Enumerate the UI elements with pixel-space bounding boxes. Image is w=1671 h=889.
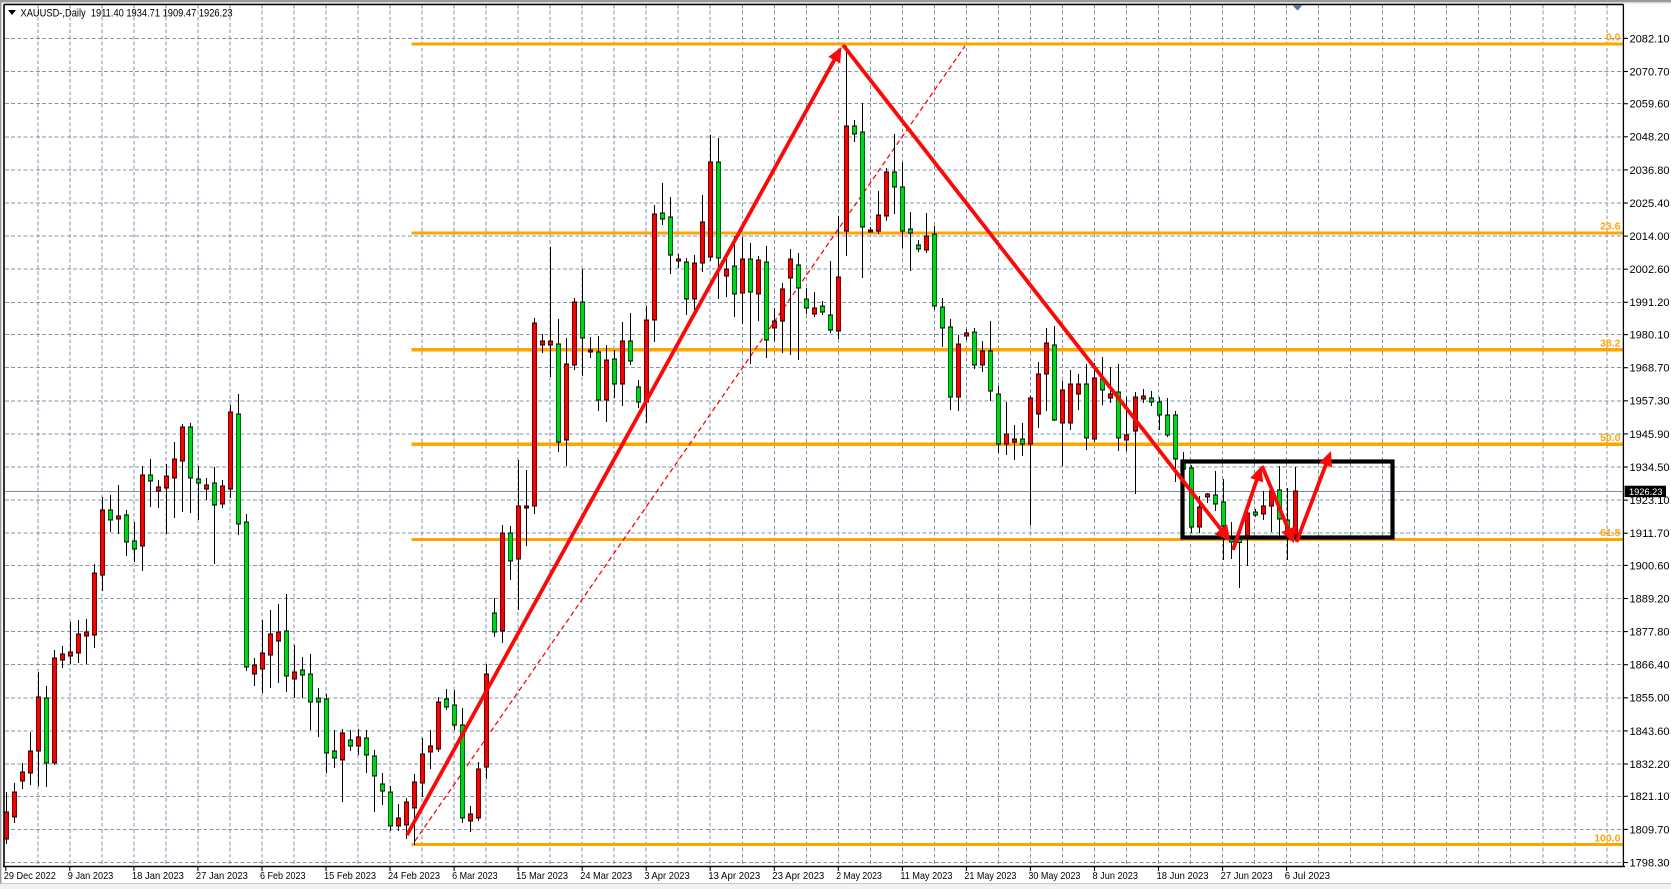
svg-text:XAUUSD-,Daily 1911.40 1934.71: XAUUSD-,Daily 1911.40 1934.71 1909.47 19… — [21, 8, 233, 20]
svg-text:23 Apr 2023: 23 Apr 2023 — [772, 870, 824, 882]
svg-text:3 Apr 2023: 3 Apr 2023 — [644, 870, 690, 882]
svg-text:38.2: 38.2 — [1600, 338, 1621, 350]
svg-text:1866.40: 1866.40 — [1630, 660, 1670, 672]
svg-text:2082.10: 2082.10 — [1630, 33, 1670, 45]
svg-text:6 Mar 2023: 6 Mar 2023 — [452, 870, 498, 882]
svg-text:2 May 2023: 2 May 2023 — [836, 870, 882, 882]
svg-text:27 Jan 2023: 27 Jan 2023 — [196, 870, 248, 882]
svg-text:2025.40: 2025.40 — [1630, 198, 1670, 210]
svg-text:1843.60: 1843.60 — [1630, 726, 1670, 738]
svg-text:1934.50: 1934.50 — [1630, 462, 1670, 474]
svg-text:1968.70: 1968.70 — [1630, 363, 1670, 375]
svg-text:1957.30: 1957.30 — [1630, 396, 1670, 408]
svg-text:50.0: 50.0 — [1600, 432, 1621, 444]
svg-text:2048.20: 2048.20 — [1630, 132, 1670, 144]
svg-text:15 Mar 2023: 15 Mar 2023 — [516, 870, 568, 882]
svg-text:15 Feb 2023: 15 Feb 2023 — [324, 870, 376, 882]
svg-text:6 Jul 2023: 6 Jul 2023 — [1285, 870, 1331, 882]
svg-text:2036.80: 2036.80 — [1630, 165, 1670, 177]
svg-text:1798.30: 1798.30 — [1630, 857, 1670, 869]
svg-text:2070.70: 2070.70 — [1630, 66, 1670, 78]
svg-text:27 Jun 2023: 27 Jun 2023 — [1221, 870, 1273, 882]
svg-text:0.0: 0.0 — [1606, 32, 1621, 44]
svg-text:1991.20: 1991.20 — [1630, 297, 1670, 309]
svg-text:24 Feb 2023: 24 Feb 2023 — [388, 870, 440, 882]
svg-text:1821.10: 1821.10 — [1630, 791, 1670, 803]
svg-text:1832.20: 1832.20 — [1630, 759, 1670, 771]
svg-text:18 Jan 2023: 18 Jan 2023 — [132, 870, 184, 882]
svg-text:1809.70: 1809.70 — [1630, 824, 1670, 836]
svg-text:1877.80: 1877.80 — [1630, 627, 1670, 639]
svg-text:2014.00: 2014.00 — [1630, 231, 1670, 243]
svg-text:1945.90: 1945.90 — [1630, 429, 1670, 441]
svg-text:8 Jun 2023: 8 Jun 2023 — [1093, 870, 1139, 882]
svg-text:1855.00: 1855.00 — [1630, 693, 1670, 705]
svg-text:13 Apr 2023: 13 Apr 2023 — [708, 870, 760, 882]
svg-text:30 May 2023: 30 May 2023 — [1028, 870, 1080, 882]
svg-text:18 Jun 2023: 18 Jun 2023 — [1157, 870, 1209, 882]
svg-text:2059.60: 2059.60 — [1630, 99, 1670, 111]
svg-text:1900.60: 1900.60 — [1630, 560, 1670, 572]
svg-text:1889.20: 1889.20 — [1630, 593, 1670, 605]
svg-text:21 May 2023: 21 May 2023 — [964, 870, 1016, 882]
svg-text:29 Dec 2022: 29 Dec 2022 — [4, 870, 56, 882]
svg-text:100.0: 100.0 — [1594, 832, 1620, 844]
svg-text:9 Jan 2023: 9 Jan 2023 — [68, 870, 114, 882]
svg-text:23.6: 23.6 — [1600, 221, 1621, 233]
svg-text:61.8: 61.8 — [1600, 527, 1621, 539]
svg-text:1911.70: 1911.70 — [1630, 528, 1670, 540]
svg-text:6 Feb 2023: 6 Feb 2023 — [260, 870, 306, 882]
svg-text:24 Mar 2023: 24 Mar 2023 — [580, 870, 632, 882]
svg-text:1980.10: 1980.10 — [1630, 330, 1670, 342]
svg-text:1923.10: 1923.10 — [1630, 495, 1670, 507]
svg-text:1926.23: 1926.23 — [1629, 487, 1663, 498]
svg-text:2002.60: 2002.60 — [1630, 264, 1670, 276]
svg-text:11 May 2023: 11 May 2023 — [900, 870, 952, 882]
